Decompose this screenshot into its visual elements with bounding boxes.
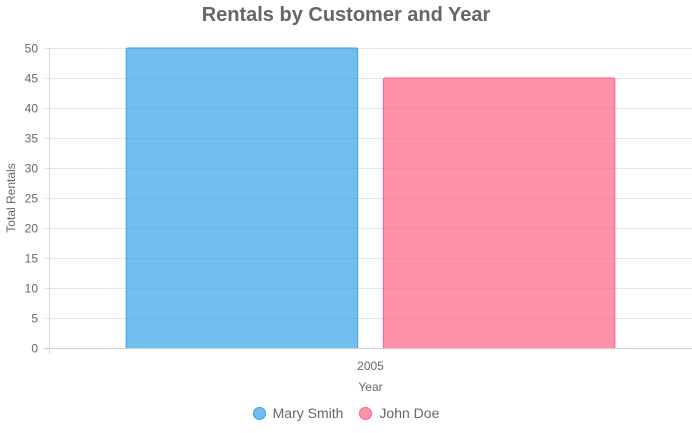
y-tick-label: 45 — [25, 72, 39, 86]
y-tick-label: 5 — [31, 312, 38, 326]
bar-john-doe[interactable] — [382, 77, 616, 348]
y-tick-label: 50 — [25, 42, 39, 56]
y-tick-label: 15 — [25, 252, 39, 266]
y-tick-label: 0 — [31, 342, 38, 356]
legend-label: Mary Smith — [272, 405, 344, 421]
x-tick-label: 2005 — [357, 359, 384, 373]
y-tick-label: 40 — [25, 102, 39, 116]
y-axis-label: Total Rentals — [4, 163, 18, 232]
y-tick-label: 25 — [25, 192, 39, 206]
chart-legend: Mary Smith John Doe — [0, 405, 692, 421]
legend-item-john-doe[interactable]: John Doe — [359, 405, 439, 421]
legend-swatch — [252, 406, 266, 420]
y-tick-label: 30 — [25, 162, 39, 176]
y-tick-label: 10 — [25, 282, 39, 296]
x-axis-label: Year — [358, 380, 382, 394]
bar-mary-smith[interactable] — [125, 47, 359, 348]
y-tick-label: 35 — [25, 132, 39, 146]
legend-item-mary-smith[interactable]: Mary Smith — [252, 405, 344, 421]
legend-swatch — [359, 406, 373, 420]
chart-title: Rentals by Customer and Year — [201, 4, 491, 26]
legend-label: John Doe — [379, 405, 440, 421]
y-tick-label: 20 — [25, 222, 39, 236]
